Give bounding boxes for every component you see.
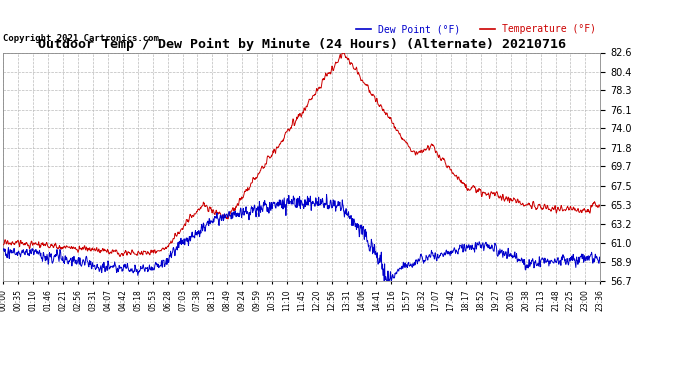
Legend: Dew Point (°F), Temperature (°F): Dew Point (°F), Temperature (°F) bbox=[352, 21, 600, 38]
Text: Copyright 2021 Cartronics.com: Copyright 2021 Cartronics.com bbox=[3, 34, 159, 44]
Title: Outdoor Temp / Dew Point by Minute (24 Hours) (Alternate) 20210716: Outdoor Temp / Dew Point by Minute (24 H… bbox=[38, 38, 566, 51]
